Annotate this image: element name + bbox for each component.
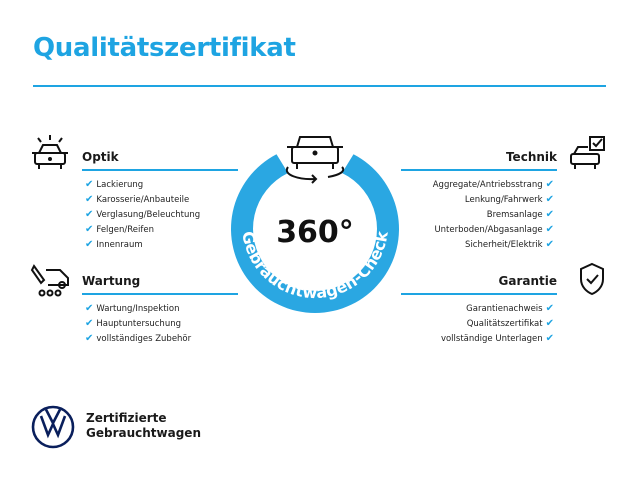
list-item: ✔ Hauptuntersuchung [85,318,181,329]
check-icon: ✔ [545,333,554,344]
section-heading: Wartung [82,274,141,288]
check-icon: ✔ [545,209,554,220]
check-icon: ✔ [545,318,554,329]
divider [401,169,557,171]
list-item: ✔ Wartung/Inspektion [85,303,180,314]
list-item: vollständige Unterlagen ✔ [440,333,554,344]
360-label: 360° [276,215,354,250]
360-check-badge: Gebrauchtwagen-Check 360° [231,136,399,313]
list-item: ✔ Verglasung/Beleuchtung [85,209,201,220]
section-wartung: Wartung ✔ Wartung/Inspektion ✔ Hauptunters… [82,274,238,346]
divider [401,293,557,295]
divider [82,293,238,295]
list-item: Qualitätszertifikat ✔ [466,318,554,329]
check-icon: ✔ [85,179,94,190]
list-item: Lenkung/Fahrwerk ✔ [464,194,554,205]
check-icon: ✔ [545,179,554,190]
check-icon: ✔ [545,239,554,250]
car-check-icon [570,136,605,169]
section-garantie: Garantie Garantienachweis ✔ Qualitätszert… [401,274,557,346]
list-item: Aggregate/Antriebsstrang ✔ [432,179,554,190]
section-heading: Technik [505,150,557,164]
list-item: Sicherheit/Elektrik ✔ [465,239,554,250]
check-icon: ✔ [545,303,554,314]
divider [33,85,606,87]
check-icon: ✔ [85,318,94,329]
check-icon: ✔ [85,239,94,250]
list-item: Bremsanlage ✔ [486,209,554,220]
service-car-icon [30,264,69,297]
list-item: ✔ Lackierung [85,179,144,190]
section-technik: Technik Aggregate/Antriebsstrang ✔ Lenkun… [401,150,557,252]
check-icon: ✔ [85,224,94,235]
check-icon: ✔ [545,194,554,205]
check-icon: ✔ [85,303,94,314]
list-item: Garantienachweis ✔ [466,303,554,314]
list-item: Unterboden/Abgasanlage ✔ [434,224,554,235]
brand-text: Zertifizierte Gebrauchtwagen [86,411,201,440]
list-item: ✔ Felgen/Reifen [85,224,155,235]
car-lights-icon [32,135,68,169]
section-heading: Optik [82,150,119,164]
check-icon: ✔ [85,333,94,344]
check-icon: ✔ [85,209,94,220]
page-title: Qualitätszertifikat [33,33,296,63]
section-heading: Garantie [498,274,558,288]
car-rotate-icon [285,136,345,184]
list-item: ✔ Karosserie/Anbauteile [85,194,190,205]
section-optik: Optik ✔ Lackierung ✔ Karosserie/Anbauteile… [82,150,238,252]
divider [82,169,238,171]
check-icon: ✔ [85,194,94,205]
list-item: ✔ vollständiges Zubehör [85,333,192,344]
vw-logo [31,405,75,449]
check-icon: ✔ [545,224,554,235]
shield-check-icon [580,262,604,296]
list-item: ✔ Innenraum [85,239,143,250]
